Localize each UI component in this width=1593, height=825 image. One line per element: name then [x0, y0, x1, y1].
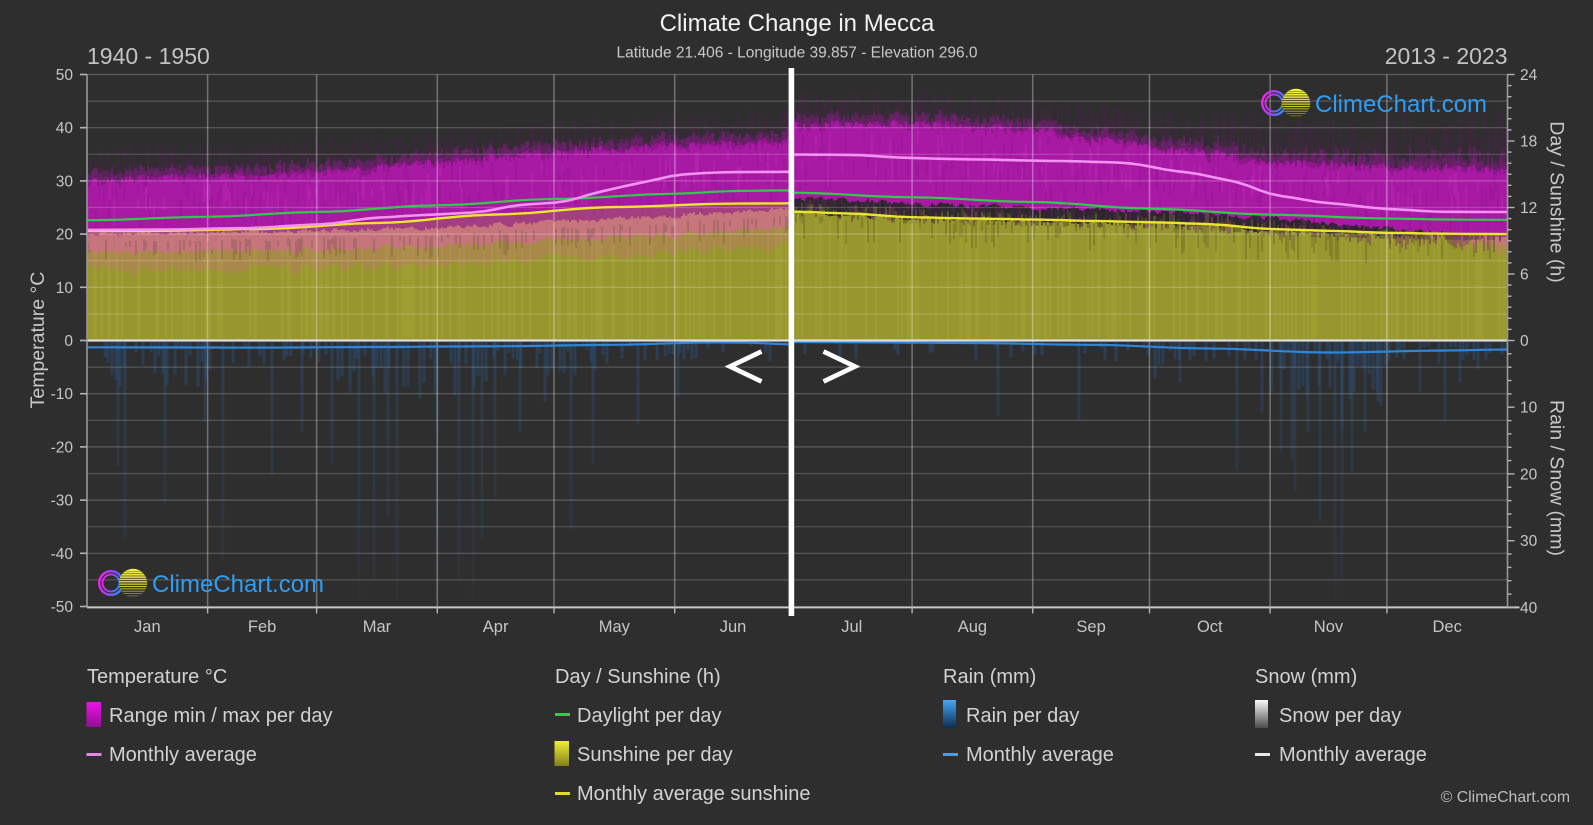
svg-text:20: 20 — [56, 227, 74, 244]
svg-text:40: 40 — [56, 120, 74, 137]
svg-text:40: 40 — [1520, 600, 1538, 617]
svg-text:20: 20 — [1520, 466, 1538, 483]
svg-text:-20: -20 — [51, 439, 74, 456]
svg-text:Day / Sunshine (h): Day / Sunshine (h) — [1546, 121, 1568, 283]
svg-text:-50: -50 — [51, 599, 74, 616]
svg-text:0: 0 — [1520, 333, 1529, 350]
svg-text:Snow per day: Snow per day — [1279, 705, 1401, 727]
svg-text:Range min / max per day: Range min / max per day — [109, 705, 332, 727]
svg-text:Oct: Oct — [1197, 618, 1223, 636]
svg-text:Monthly average sunshine: Monthly average sunshine — [577, 783, 810, 805]
svg-text:Mar: Mar — [363, 618, 392, 636]
svg-text:Daylight per day: Daylight per day — [577, 705, 722, 727]
svg-text:Jan: Jan — [134, 618, 161, 636]
svg-text:Feb: Feb — [248, 618, 276, 636]
svg-text:-10: -10 — [51, 386, 74, 403]
svg-text:Temperature °C: Temperature °C — [27, 272, 49, 409]
svg-text:18: 18 — [1520, 134, 1537, 151]
svg-text:2013 - 2023: 2013 - 2023 — [1385, 43, 1508, 69]
svg-text:Latitude 21.406 - Longitude 39: Latitude 21.406 - Longitude 39.857 - Ele… — [616, 45, 977, 62]
svg-text:Day / Sunshine (h): Day / Sunshine (h) — [555, 666, 721, 688]
svg-text:24: 24 — [1520, 67, 1538, 84]
svg-text:Rain per day: Rain per day — [966, 705, 1079, 727]
svg-text:Monthly average: Monthly average — [1279, 744, 1427, 766]
svg-text:30: 30 — [1520, 533, 1538, 550]
svg-text:Nov: Nov — [1314, 618, 1344, 636]
svg-text:Snow (mm): Snow (mm) — [1255, 666, 1357, 688]
svg-text:Rain / Snow (mm): Rain / Snow (mm) — [1546, 400, 1568, 556]
svg-text:Monthly average: Monthly average — [109, 744, 257, 766]
svg-text:Monthly average: Monthly average — [966, 744, 1114, 766]
svg-text:Aug: Aug — [958, 618, 987, 636]
svg-text:Apr: Apr — [483, 618, 509, 636]
svg-text:0: 0 — [64, 333, 73, 350]
svg-text:30: 30 — [56, 173, 74, 190]
svg-text:ClimeChart.com: ClimeChart.com — [1315, 91, 1487, 118]
svg-text:Sunshine per day: Sunshine per day — [577, 744, 733, 766]
svg-text:Temperature °C: Temperature °C — [87, 666, 227, 688]
svg-text:ClimeChart.com: ClimeChart.com — [152, 571, 324, 598]
svg-text:6: 6 — [1520, 267, 1529, 284]
svg-text:1940 - 1950: 1940 - 1950 — [87, 43, 210, 69]
svg-text:-30: -30 — [51, 493, 74, 510]
svg-text:10: 10 — [56, 280, 74, 297]
svg-text:Dec: Dec — [1433, 618, 1462, 636]
svg-text:10: 10 — [1520, 400, 1538, 417]
svg-text:Sep: Sep — [1076, 618, 1105, 636]
svg-text:© ClimeChart.com: © ClimeChart.com — [1441, 789, 1570, 806]
svg-text:Climate Change in Mecca: Climate Change in Mecca — [660, 10, 935, 37]
svg-text:Jul: Jul — [841, 618, 862, 636]
svg-text:Jun: Jun — [720, 618, 747, 636]
svg-text:-40: -40 — [51, 546, 74, 563]
svg-text:12: 12 — [1520, 200, 1537, 217]
svg-text:Rain (mm): Rain (mm) — [943, 666, 1036, 688]
svg-text:May: May — [599, 618, 631, 636]
svg-text:50: 50 — [56, 67, 74, 84]
